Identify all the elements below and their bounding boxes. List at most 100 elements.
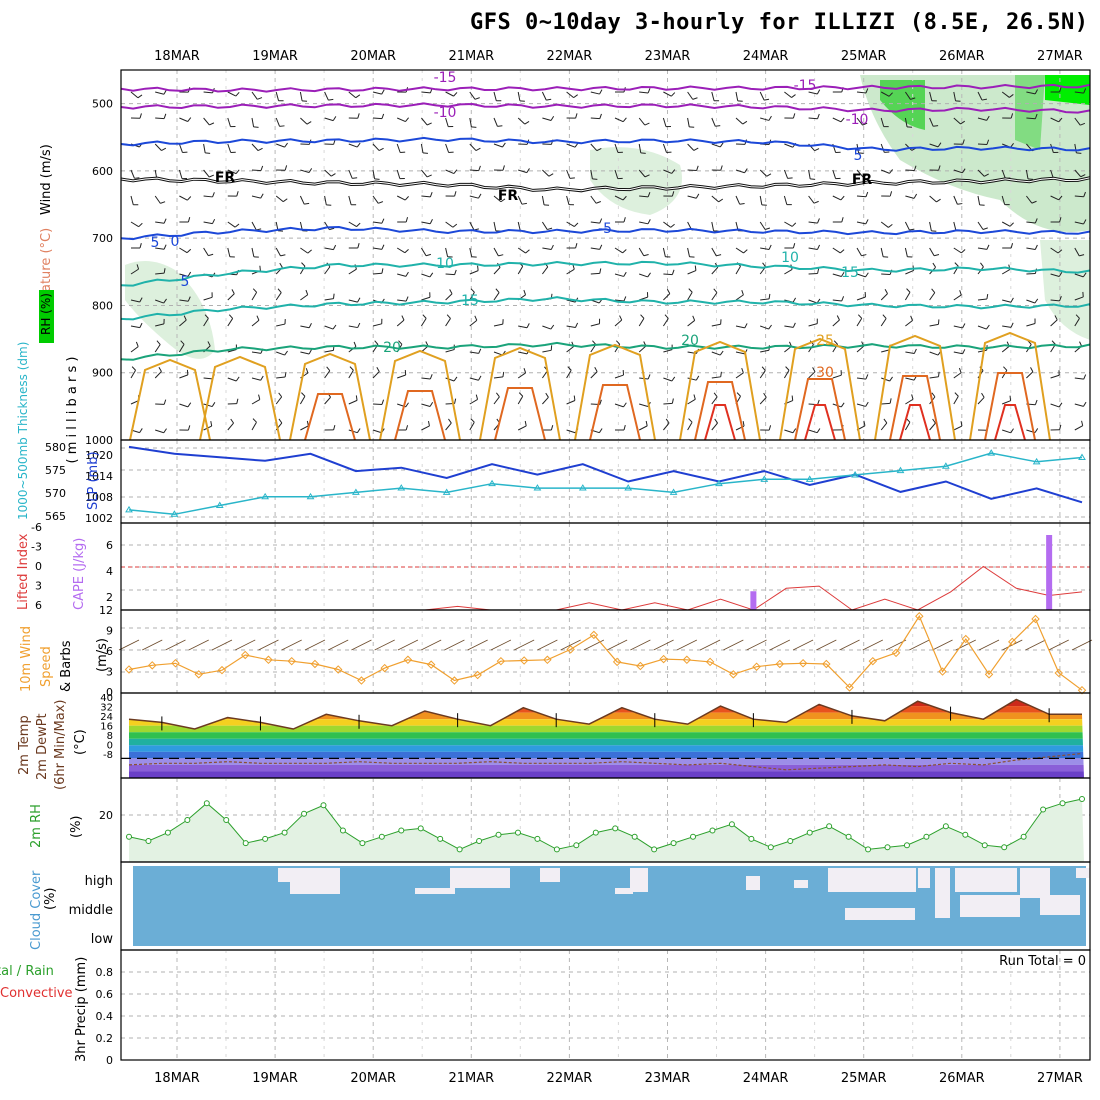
wind-frame [120, 609, 1091, 694]
wind-barb-flag [349, 366, 354, 371]
wind-barb [662, 318, 669, 327]
wind-tick-label: 3 [106, 666, 113, 679]
wind-barb [324, 370, 331, 379]
slp-axis-label: SLP (mb) [86, 451, 101, 510]
wind-barb [953, 169, 963, 174]
wind-barb-flag [332, 324, 337, 330]
rh2m-axis-label: 2m RH [29, 804, 44, 848]
wind-barb [881, 402, 891, 405]
wind-barb [904, 117, 908, 127]
dewpoint-line [128, 752, 1083, 771]
wind-barb [856, 247, 862, 257]
wind-barb-flag [1034, 113, 1038, 119]
wind-barb-flag [357, 243, 360, 249]
wind-barb [663, 91, 672, 97]
wind-barb [300, 294, 308, 301]
temp-bands [129, 699, 1084, 778]
wind-barb [276, 376, 286, 379]
wind-barb-flag [550, 425, 554, 431]
wind-barb-flag [376, 367, 380, 372]
wind-barb-flag [139, 243, 142, 249]
wind-barb [251, 247, 255, 257]
wind-barb-flag [163, 113, 167, 119]
wind-barb [905, 320, 913, 327]
wind-barb-flag [764, 98, 770, 101]
wind-barb-flag [446, 314, 451, 319]
wind-barb [324, 325, 334, 330]
wind-barb [1074, 91, 1084, 94]
wind-barb-flag [817, 268, 820, 274]
wind-barb [808, 299, 818, 304]
wind-barb [566, 143, 576, 148]
wind-barb-flag [429, 272, 434, 278]
wind-barb-10m [513, 639, 535, 651]
wind-barb-flag [861, 254, 867, 257]
wind-barb [832, 374, 842, 379]
wind-barb [880, 143, 885, 153]
wind-barb-flag [763, 392, 767, 398]
wind-barb-flag [212, 192, 215, 198]
wind-barb [1002, 400, 1011, 405]
wind-barb [130, 325, 140, 329]
wind-barb [929, 247, 935, 257]
wind-barb [421, 195, 431, 198]
wind-barb [590, 117, 600, 120]
wind-barb-flag [230, 418, 234, 424]
wind-barb [251, 117, 255, 127]
temp-tick-label: -8 [103, 750, 113, 761]
thickness-marker [941, 462, 950, 469]
wind-barb [711, 267, 719, 275]
wind-barb [929, 143, 939, 148]
wind-barb [662, 117, 667, 127]
top-day-label: 19MAR [252, 49, 298, 64]
wind-barb [687, 270, 697, 275]
wind-speed-marker [938, 667, 947, 676]
wind-barb [155, 429, 164, 434]
thickness-marker [397, 484, 406, 491]
wind-barb-flag [595, 201, 601, 204]
wind-barb-flag [279, 262, 283, 268]
thickness-marker [306, 492, 315, 500]
bottom-day-label: 26MAR [939, 1071, 985, 1086]
wind-barb-flag [180, 340, 185, 345]
wind-barb-flag [719, 350, 724, 356]
thickness-marker [851, 470, 859, 478]
wind-barb [542, 247, 552, 251]
wind-barb [324, 169, 332, 177]
wind-barb [856, 117, 863, 126]
wind-barb [760, 247, 770, 250]
wind-barb [251, 421, 257, 431]
top-day-label: 21MAR [448, 49, 494, 64]
wind-barb-flag [1034, 244, 1038, 250]
wind-barb [300, 117, 308, 125]
wind-barb-flag [911, 394, 914, 400]
wind-barb-flag [665, 418, 670, 424]
wind-speed-marker [589, 630, 599, 640]
rh-marker [806, 829, 813, 836]
wind-barb [300, 169, 310, 174]
wind-barb-flag [741, 289, 744, 296]
wind-barb-flag [671, 376, 676, 382]
thickness-marker [261, 492, 270, 500]
wind-barb [348, 370, 354, 379]
top-day-label: 23MAR [645, 49, 691, 64]
wind-barb [372, 91, 382, 95]
wind-barb [154, 344, 161, 353]
isotherm-20 [120, 341, 1091, 361]
wind-barb [1001, 221, 1011, 227]
wind-barb [493, 117, 498, 127]
wind-barb-flag [525, 249, 530, 254]
wind-barb [1001, 91, 1010, 98]
precip-tick-label: 0.8 [96, 966, 114, 979]
wind-barb-flag [278, 392, 283, 398]
wind-barb [372, 371, 380, 379]
isotherm-25 [199, 355, 281, 441]
wind-barb-flag [713, 288, 718, 293]
clear-sky-patch [615, 888, 633, 894]
wind-barb-flag [719, 142, 724, 148]
wind-barb-flag [813, 200, 819, 204]
wind-barb-flag [381, 399, 385, 405]
temp-band [129, 738, 1084, 746]
wind-barb-10m [118, 639, 140, 651]
